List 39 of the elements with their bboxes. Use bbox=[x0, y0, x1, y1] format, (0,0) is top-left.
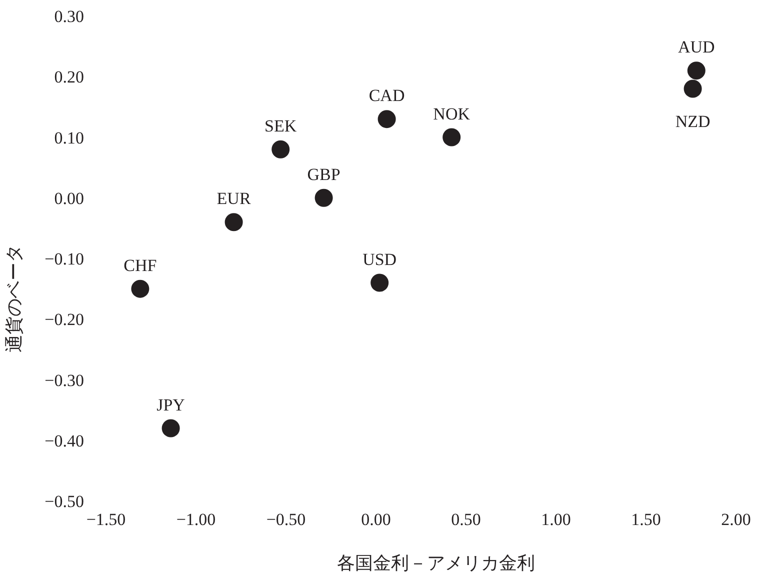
x-axis-title: 各国金利－アメリカ金利 bbox=[337, 553, 535, 573]
y-tick-label: −0.10 bbox=[44, 250, 84, 268]
y-tick-label: −0.20 bbox=[44, 310, 84, 330]
y-tick-label: −0.40 bbox=[44, 431, 84, 450]
x-tick-label: −0.50 bbox=[266, 510, 306, 529]
series-label: NOK bbox=[433, 104, 471, 124]
x-tick-label: 2.00 bbox=[721, 510, 751, 529]
x-tick-label: 0.50 bbox=[451, 510, 481, 529]
series-label: SEK bbox=[264, 116, 298, 136]
y-tick-label: 0.00 bbox=[54, 188, 84, 208]
point bbox=[314, 188, 333, 207]
point bbox=[272, 140, 290, 158]
x-tick-label: 1.50 bbox=[631, 510, 661, 529]
point bbox=[162, 419, 180, 438]
series-label: JPY bbox=[156, 395, 185, 414]
point bbox=[687, 62, 706, 80]
y-tick-label: 0.10 bbox=[54, 128, 84, 148]
point bbox=[684, 80, 702, 98]
series-label: CAD bbox=[368, 86, 405, 106]
x-tick-label: −1.00 bbox=[176, 510, 216, 529]
y-axis-title: 通貨のベータ bbox=[4, 244, 24, 352]
series-label: NZD bbox=[675, 112, 710, 131]
point bbox=[442, 128, 461, 146]
y-tick-label: 0.30 bbox=[54, 7, 84, 26]
y-tick-label: −0.30 bbox=[44, 370, 84, 390]
y-tick-label: 0.20 bbox=[54, 68, 84, 87]
series-label: GBP bbox=[307, 164, 340, 184]
y-tick-label: −0.50 bbox=[44, 492, 84, 511]
x-tick-label: 1.00 bbox=[541, 510, 571, 529]
series-label: EUR bbox=[216, 189, 252, 208]
series-label: USD bbox=[362, 250, 397, 269]
point bbox=[224, 213, 243, 232]
point bbox=[370, 274, 389, 292]
x-tick-label: 0.00 bbox=[361, 510, 391, 529]
point bbox=[378, 110, 396, 128]
x-tick-label: −1.50 bbox=[86, 510, 126, 529]
series-label: CHF bbox=[124, 256, 157, 275]
point bbox=[131, 280, 150, 298]
series-label: AUD bbox=[678, 38, 715, 57]
